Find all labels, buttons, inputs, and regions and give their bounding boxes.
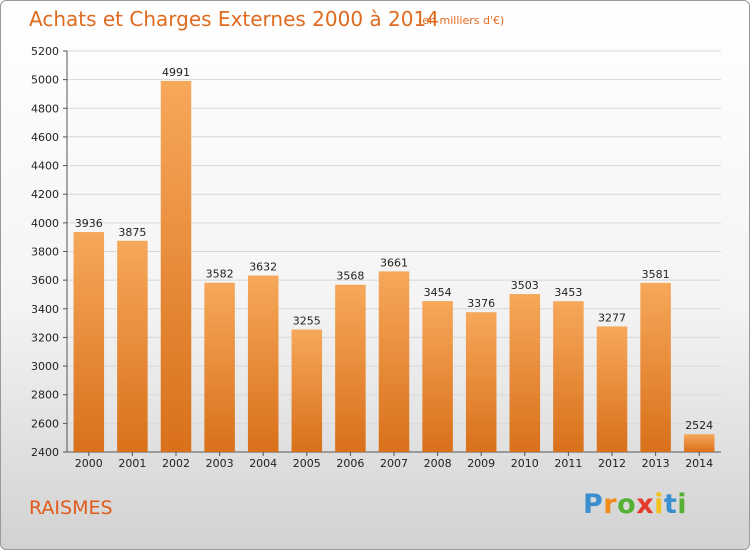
logo-letter: o bbox=[617, 489, 637, 520]
data-label: 2524 bbox=[685, 419, 713, 432]
bar-2002 bbox=[160, 80, 192, 452]
data-label: 3376 bbox=[467, 297, 495, 310]
x-tick-label: 2009 bbox=[467, 457, 495, 470]
y-tick-label: 3400 bbox=[31, 303, 59, 316]
proxiti-logo: Proxiti bbox=[583, 489, 687, 520]
y-tick-label: 3200 bbox=[31, 331, 59, 344]
chart-subtitle: (en milliers d'€) bbox=[418, 14, 505, 27]
bar-2009 bbox=[465, 312, 497, 452]
y-tick-label: 2600 bbox=[31, 417, 59, 430]
y-tick-label: 2400 bbox=[31, 446, 59, 459]
x-tick-label: 2006 bbox=[336, 457, 364, 470]
data-label: 3875 bbox=[118, 226, 146, 239]
data-label: 3454 bbox=[424, 286, 452, 299]
y-tick-label: 3600 bbox=[31, 274, 59, 287]
x-tick-label: 2007 bbox=[380, 457, 408, 470]
data-label: 3661 bbox=[380, 256, 408, 269]
bar-2004 bbox=[247, 275, 279, 452]
y-tick-label: 5000 bbox=[31, 74, 59, 87]
y-tick-label: 3800 bbox=[31, 246, 59, 259]
x-tick-label: 2005 bbox=[293, 457, 321, 470]
bar-2010 bbox=[509, 294, 541, 452]
bar-2006 bbox=[335, 284, 366, 452]
data-label: 3582 bbox=[206, 268, 234, 281]
axes: 2400 2600 2800 3000 3200 3400 3600 3800 4000 4200… bbox=[31, 45, 721, 470]
bar-2013 bbox=[640, 282, 671, 452]
y-tick-label: 4600 bbox=[31, 131, 59, 144]
chart-title: Achats et Charges Externes 2000 à 2014 bbox=[29, 7, 439, 31]
x-tick-label: 2000 bbox=[75, 457, 103, 470]
y-tick-label: 2800 bbox=[31, 389, 59, 402]
bar-2014 bbox=[683, 434, 715, 452]
data-label: 3453 bbox=[554, 286, 582, 299]
x-tick-label: 2012 bbox=[598, 457, 626, 470]
logo-letter: i bbox=[677, 489, 688, 520]
data-label: 3503 bbox=[511, 279, 539, 292]
y-tick-label: 4200 bbox=[31, 188, 59, 201]
x-tick-label: 2013 bbox=[642, 457, 670, 470]
city-name: RAISMES bbox=[29, 497, 113, 519]
x-tick-label: 2004 bbox=[249, 457, 277, 470]
bars bbox=[73, 80, 715, 452]
logo-letter: P bbox=[583, 489, 604, 520]
data-label: 3255 bbox=[293, 315, 321, 328]
data-label: 3581 bbox=[642, 268, 670, 281]
data-label: 3936 bbox=[75, 217, 103, 230]
y-tick-label: 4400 bbox=[31, 160, 59, 173]
x-tick-label: 2008 bbox=[424, 457, 452, 470]
x-tick-label: 2011 bbox=[554, 457, 582, 470]
x-tick-label: 2010 bbox=[511, 457, 539, 470]
data-label: 3277 bbox=[598, 311, 626, 324]
logo-letter: x bbox=[636, 489, 655, 520]
data-label: 3568 bbox=[336, 270, 364, 283]
y-tick-label: 4800 bbox=[31, 102, 59, 115]
bar-2005 bbox=[291, 329, 323, 452]
y-tick-label: 4000 bbox=[31, 217, 59, 230]
bar-2000 bbox=[73, 232, 105, 452]
bar-2011 bbox=[553, 301, 584, 452]
x-tick-label: 2014 bbox=[685, 457, 713, 470]
logo-letter: t bbox=[663, 489, 678, 520]
y-tick-label: 3000 bbox=[31, 360, 59, 373]
bar-2003 bbox=[204, 282, 235, 452]
x-tick-label: 2002 bbox=[162, 457, 190, 470]
bar-2007 bbox=[378, 271, 410, 452]
logo-letter: r bbox=[603, 489, 618, 520]
x-tick-label: 2003 bbox=[206, 457, 234, 470]
logo-letter: i bbox=[654, 489, 664, 520]
bar-2008 bbox=[422, 301, 453, 452]
data-label: 3632 bbox=[249, 261, 277, 274]
bar-2001 bbox=[117, 240, 148, 452]
y-tick-label: 5200 bbox=[31, 45, 59, 58]
bar-2012 bbox=[596, 326, 628, 452]
data-label: 4991 bbox=[162, 66, 190, 79]
x-tick-label: 2001 bbox=[118, 457, 146, 470]
data-labels: 3936 3875 4991 3582 3632 3255 3568 3661 3454 3376… bbox=[75, 66, 713, 432]
